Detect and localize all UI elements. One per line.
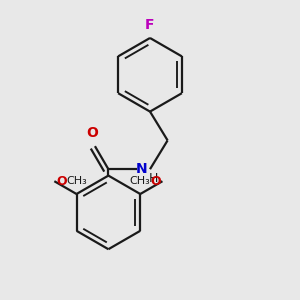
Text: N: N bbox=[136, 162, 148, 176]
Text: CH₃: CH₃ bbox=[130, 176, 151, 186]
Text: CH₃: CH₃ bbox=[66, 176, 87, 186]
Text: O: O bbox=[150, 175, 161, 188]
Text: O: O bbox=[56, 175, 67, 188]
Text: F: F bbox=[145, 18, 155, 32]
Text: O: O bbox=[86, 126, 98, 140]
Text: H: H bbox=[148, 172, 158, 185]
